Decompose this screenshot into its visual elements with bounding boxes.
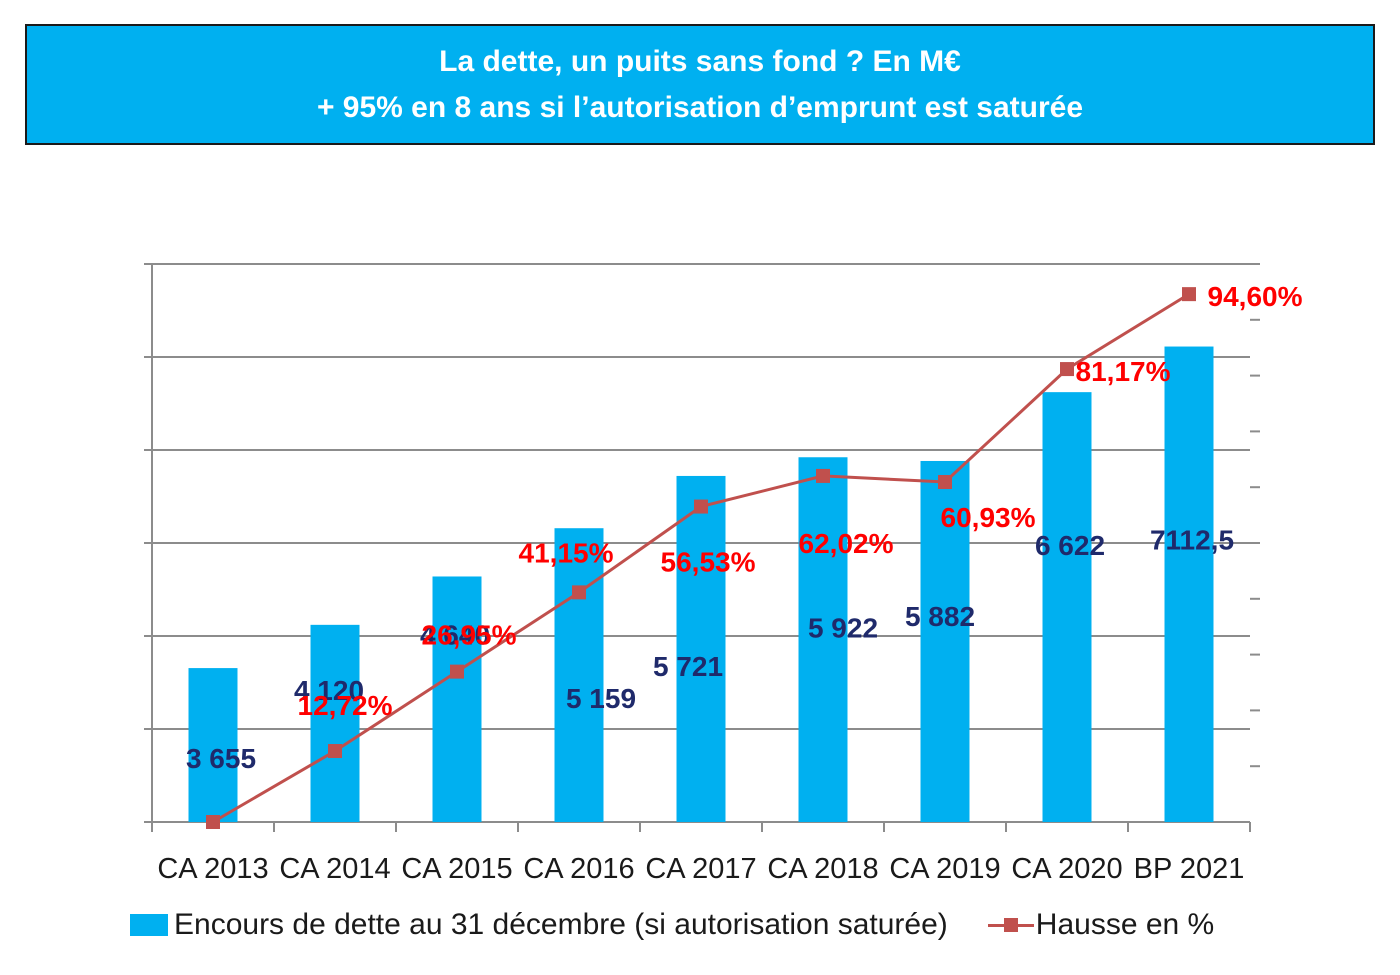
legend-bar-swatch: [130, 914, 168, 936]
category-label: CA 2019: [889, 853, 1000, 885]
bar-label: 4 120: [294, 675, 364, 706]
title-banner: La dette, un puits sans fond ? En M€ + 9…: [25, 24, 1375, 145]
legend-line-swatch: [987, 914, 1034, 936]
category-label: CA 2013: [157, 853, 268, 885]
line-marker: [328, 744, 342, 759]
bar: [1164, 346, 1214, 822]
bar-label: 5 922: [808, 612, 878, 643]
legend: Encours de dette au 31 décembre (si auto…: [130, 908, 1214, 942]
percent-label: 94,60%: [1208, 281, 1303, 312]
percent-label: 60,93%: [941, 502, 1036, 533]
bar: [920, 460, 970, 822]
line-marker: [938, 475, 952, 490]
percent-label: 12,72%: [298, 690, 393, 721]
bar: [188, 668, 238, 822]
bar: [1042, 392, 1092, 822]
category-label: BP 2021: [1134, 853, 1245, 885]
category-label: CA 2018: [767, 853, 878, 885]
category-label: CA 2014: [279, 853, 390, 885]
bar-label: 5 882: [905, 601, 975, 632]
line-marker: [206, 815, 220, 829]
bar: [554, 528, 604, 822]
line-marker: [816, 468, 830, 483]
line-marker: [450, 664, 464, 679]
line-marker: [1182, 287, 1196, 302]
percent-label: 41,15%: [519, 537, 614, 568]
category-label: CA 2016: [523, 853, 634, 885]
category-label: CA 2020: [1011, 853, 1122, 885]
bar: [798, 457, 848, 822]
bar: [432, 576, 482, 822]
line-marker: [694, 499, 708, 514]
bar-label: 5 159: [566, 683, 636, 714]
legend-line-label: Hausse en %: [1035, 908, 1215, 941]
category-label: CA 2017: [645, 853, 756, 885]
percent-label: 81,17%: [1076, 356, 1171, 387]
bar-label: 5 721: [653, 651, 723, 682]
title-line-2: + 95% en 8 ans si l’autorisation d’empru…: [316, 90, 1084, 124]
bar-label: 4 640: [420, 619, 490, 650]
line-marker: [1060, 362, 1074, 377]
percent-label: 62,02%: [799, 528, 894, 559]
legend-bar-label: Encours de dette au 31 décembre (si auto…: [174, 908, 948, 941]
category-label: CA 2015: [401, 853, 512, 885]
bar-label: 6 622: [1035, 530, 1105, 561]
bar-label: 3 655: [186, 743, 256, 774]
bar-label: 7112,5: [1150, 525, 1234, 556]
percent-label: 26,95%: [422, 620, 517, 651]
line-marker: [572, 585, 586, 600]
bar: [310, 624, 360, 822]
bar: [676, 475, 726, 822]
title-line-1: La dette, un puits sans fond ? En M€: [439, 44, 961, 78]
percent-label: 56,53%: [661, 547, 756, 578]
